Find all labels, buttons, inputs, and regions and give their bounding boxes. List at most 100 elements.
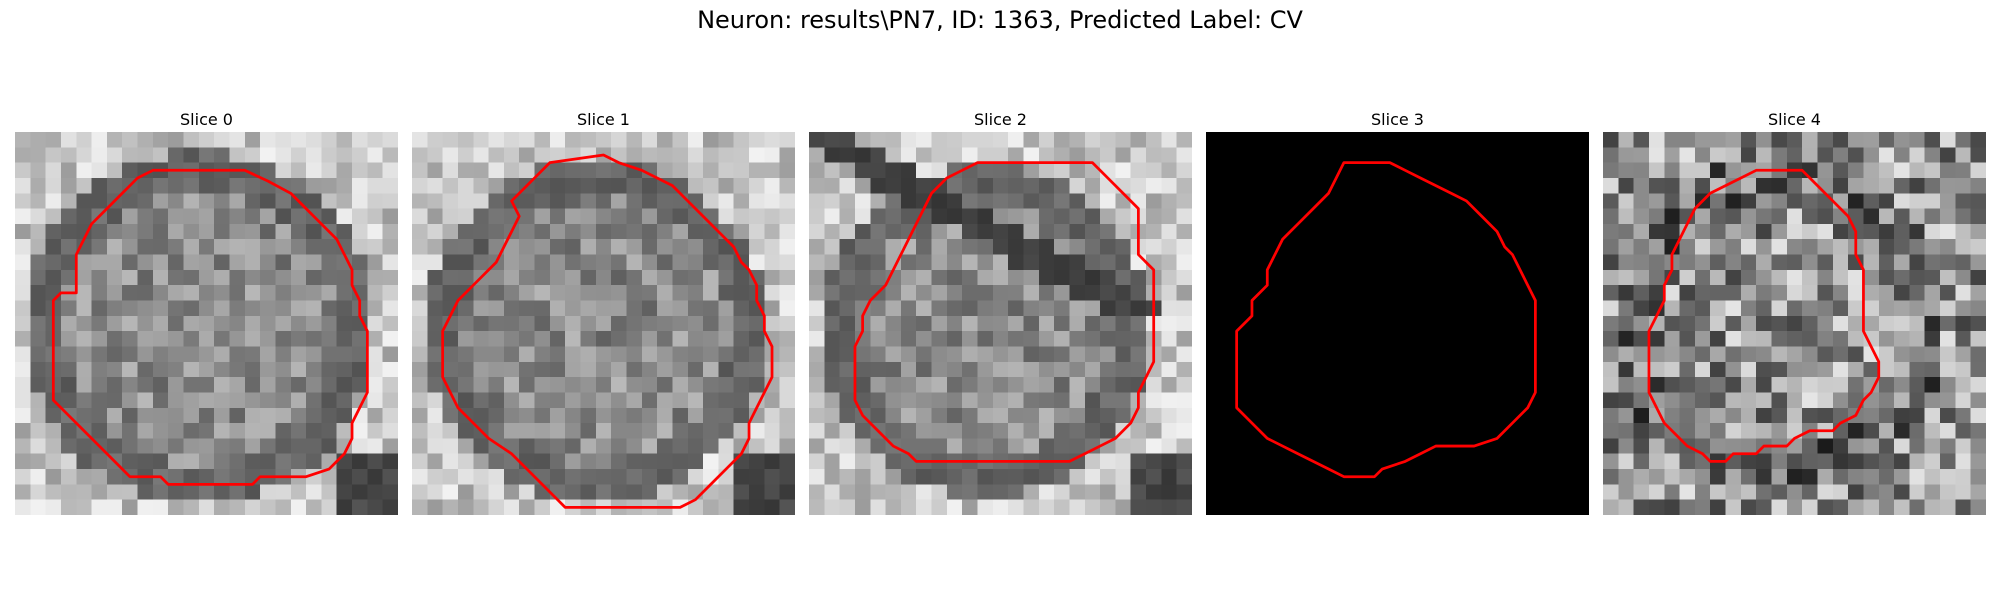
pixel bbox=[442, 223, 459, 240]
pixel bbox=[1100, 499, 1116, 515]
pixel bbox=[229, 239, 246, 255]
pixel bbox=[1740, 147, 1757, 163]
pixel bbox=[336, 147, 353, 163]
pixel bbox=[839, 484, 856, 500]
pixel bbox=[992, 407, 1009, 424]
pixel bbox=[1664, 453, 1680, 470]
pixel bbox=[1970, 162, 1986, 179]
pixel bbox=[1740, 392, 1757, 409]
pixel bbox=[1725, 315, 1742, 332]
pixel bbox=[1725, 484, 1742, 500]
pixel bbox=[473, 132, 489, 148]
pixel bbox=[214, 269, 230, 286]
pixel bbox=[503, 346, 520, 363]
pixel bbox=[657, 377, 673, 393]
pixel bbox=[168, 392, 184, 409]
pixel bbox=[15, 300, 31, 317]
pixel bbox=[442, 331, 459, 347]
pixel bbox=[214, 407, 230, 424]
pixel bbox=[30, 392, 46, 409]
pixel bbox=[352, 407, 368, 424]
pixel bbox=[168, 423, 184, 439]
pixel bbox=[870, 484, 886, 500]
pixel bbox=[214, 438, 230, 455]
pixel bbox=[764, 254, 780, 271]
pixel bbox=[382, 254, 398, 271]
pixel bbox=[900, 223, 917, 240]
pixel bbox=[1115, 223, 1132, 240]
pixel bbox=[214, 346, 230, 363]
pixel bbox=[1786, 193, 1803, 209]
pixel bbox=[1008, 223, 1024, 240]
pixel bbox=[703, 361, 719, 378]
pixel bbox=[427, 377, 443, 393]
pixel bbox=[962, 346, 978, 363]
pixel bbox=[382, 193, 398, 209]
pixel bbox=[1894, 361, 1910, 378]
pixel bbox=[641, 269, 658, 286]
pixel bbox=[1115, 438, 1132, 455]
pixel bbox=[824, 239, 840, 255]
pixel bbox=[1176, 285, 1192, 301]
pixel bbox=[595, 453, 612, 470]
pixel bbox=[1909, 346, 1926, 363]
pixel bbox=[76, 162, 92, 179]
pixel bbox=[1648, 147, 1665, 163]
pixel bbox=[427, 331, 443, 347]
pixel bbox=[718, 438, 735, 455]
pixel bbox=[534, 285, 551, 301]
pixel bbox=[1710, 300, 1726, 317]
pixel bbox=[91, 453, 108, 470]
pixel bbox=[306, 285, 322, 301]
pixel bbox=[1023, 223, 1040, 240]
pixel bbox=[352, 132, 368, 148]
pixel bbox=[1176, 132, 1192, 148]
pixel bbox=[1725, 208, 1742, 225]
pixel bbox=[900, 407, 917, 424]
pixel bbox=[30, 177, 46, 194]
pixel bbox=[1894, 132, 1910, 148]
pixel bbox=[457, 315, 474, 332]
pixel bbox=[718, 147, 735, 163]
pixel bbox=[30, 285, 46, 301]
pixel bbox=[198, 453, 215, 470]
pixel bbox=[198, 177, 215, 194]
pixel bbox=[1924, 177, 1941, 194]
pixel bbox=[870, 147, 886, 163]
pixel bbox=[76, 453, 92, 470]
pixel bbox=[427, 346, 443, 363]
pixel bbox=[15, 254, 31, 271]
pixel bbox=[91, 346, 108, 363]
pixel bbox=[122, 269, 138, 286]
pixel bbox=[1725, 147, 1742, 163]
pixel bbox=[290, 177, 307, 194]
pixel bbox=[1786, 499, 1803, 515]
pixel bbox=[519, 423, 535, 439]
pixel bbox=[1817, 254, 1834, 271]
pixel bbox=[1924, 315, 1941, 332]
pixel bbox=[352, 377, 368, 393]
pixel bbox=[1618, 438, 1634, 455]
pixel bbox=[1894, 438, 1910, 455]
pixel bbox=[1832, 423, 1849, 439]
pixel bbox=[1771, 361, 1788, 378]
pixel bbox=[1940, 254, 1956, 271]
pixel bbox=[962, 484, 978, 500]
pixel bbox=[764, 407, 780, 424]
pixel bbox=[916, 361, 932, 378]
pixel bbox=[1603, 239, 1619, 255]
pixel bbox=[275, 269, 292, 286]
pixel bbox=[1603, 407, 1619, 424]
pixel bbox=[106, 223, 123, 240]
pixel bbox=[703, 300, 719, 317]
pixel bbox=[1955, 269, 1971, 286]
pixel bbox=[214, 469, 230, 485]
pixel bbox=[1863, 361, 1880, 378]
pixel bbox=[657, 331, 673, 347]
pixel bbox=[137, 392, 154, 409]
pixel bbox=[367, 208, 383, 225]
pixel bbox=[992, 438, 1009, 455]
pixel bbox=[1771, 239, 1788, 255]
pixel bbox=[854, 300, 871, 317]
pixel bbox=[412, 239, 428, 255]
